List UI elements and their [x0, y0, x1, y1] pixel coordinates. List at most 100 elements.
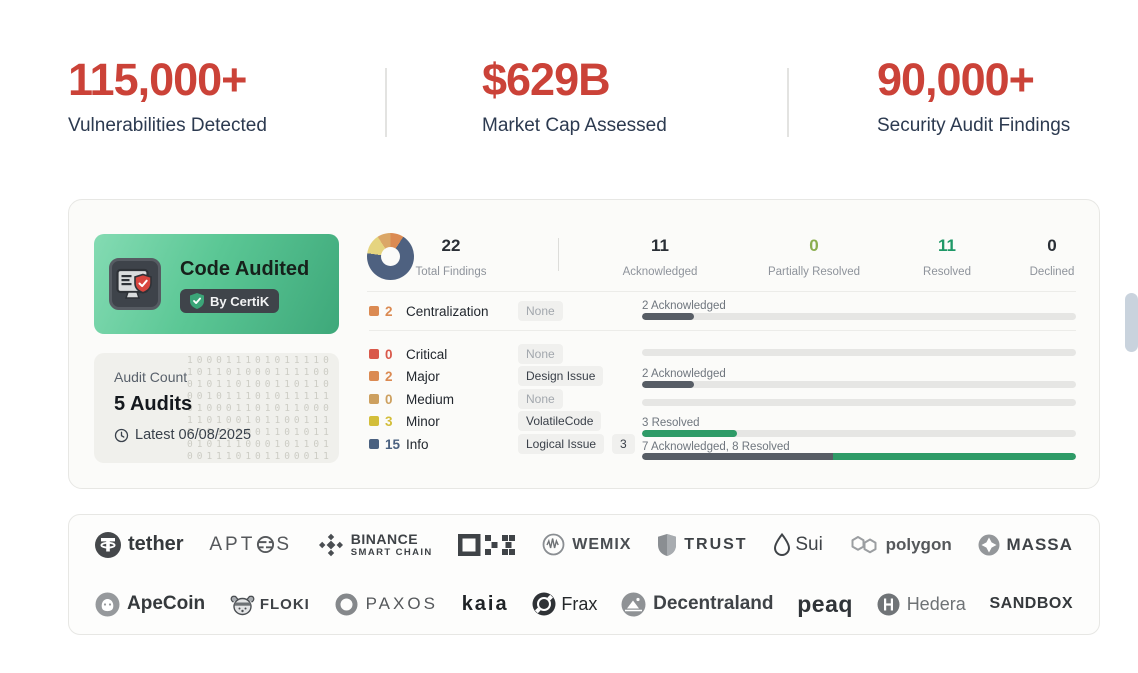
audit-count-label: Audit Count [114, 369, 188, 385]
summary-label: Declined [1029, 266, 1075, 278]
summary-value: 22 [441, 236, 461, 255]
partner-label: WEMIX [572, 535, 632, 553]
massa-logo-icon [978, 534, 999, 556]
finding-count: 3 [385, 413, 393, 429]
stat-audit-findings: 90,000+ Security Audit Findings [877, 55, 1070, 137]
partner-label: S [276, 533, 292, 555]
severity-color-swatch [369, 439, 379, 449]
summary-label: Total Findings [415, 266, 487, 278]
finding-row-info: 15 Info Logical Issue 3 [369, 434, 643, 454]
summary-declined: 0 Declined [1030, 236, 1075, 278]
partner-sui[interactable]: Sui [773, 532, 823, 557]
partner-apecoin[interactable]: ApeCoin [95, 592, 205, 617]
partner-aptos[interactable]: APT S [209, 534, 292, 556]
partner-binance-smart-chain[interactable]: BINANCE SMART CHAIN [318, 532, 433, 558]
finding-name: Critical [406, 346, 448, 362]
finding-name: Major [406, 368, 440, 384]
decentraland-logo-icon [621, 592, 646, 617]
partner-hedera[interactable]: Hedera [877, 593, 966, 616]
audit-count-value: 5 Audits [114, 393, 193, 415]
partner-decentraland[interactable]: Decentraland [621, 592, 774, 617]
bar-resolved-segment [832, 453, 1076, 460]
stats-divider [787, 68, 789, 137]
partner-sandbox[interactable]: SANDBOX [989, 595, 1073, 613]
partner-peaq[interactable]: peaq [797, 591, 853, 618]
summary-label: Resolved [923, 266, 971, 278]
summary-resolved: 11 Resolved [923, 236, 971, 278]
trust-shield-icon [658, 533, 677, 556]
aptos-globe-icon [257, 536, 275, 554]
finding-row-centralization: 2 Centralization None [369, 301, 571, 321]
partners-row-1: tether APT S [69, 515, 1099, 575]
scrollbar-thumb[interactable] [1125, 293, 1138, 352]
bar-medium [642, 399, 1076, 406]
finding-name: Info [406, 436, 429, 452]
partner-wemix[interactable]: WEMIX [542, 533, 631, 556]
finding-tag: Logical Issue [518, 434, 605, 454]
bar-label-minor: 3 Resolved [642, 417, 700, 429]
okx-logo-icon [458, 533, 516, 556]
finding-name: Medium [406, 391, 455, 407]
bar-acknowledged-segment [642, 313, 695, 320]
finding-row-major: 2 Major Design Issue [369, 366, 611, 386]
binary-pattern-decor: 1000111010111101011010001111000101101001… [187, 355, 333, 461]
finding-count: 15 [385, 436, 401, 452]
partner-trust[interactable]: TRUST [657, 533, 747, 557]
polygon-logo-icon [851, 536, 877, 554]
bar-label-info: 7 Acknowledged, 8 Resolved [642, 441, 790, 453]
clock-icon [114, 428, 129, 442]
paxos-ring-icon [335, 593, 358, 616]
bar-major [642, 381, 1076, 388]
bar-centralization [642, 313, 1076, 320]
finding-tag: Design Issue [518, 366, 604, 386]
finding-count: 2 [385, 368, 393, 384]
finding-tag: None [518, 344, 563, 364]
summary-divider [558, 238, 559, 271]
stat-value: 115,000+ [68, 54, 247, 105]
partner-massa[interactable]: MASSA [978, 534, 1073, 556]
audit-count-card: 1000111010111101011010001111000101101001… [94, 353, 339, 463]
latest-audit-date-label: Latest 06/08/2025 [135, 427, 252, 443]
finding-name: Minor [406, 413, 440, 429]
partner-polygon[interactable]: polygon [849, 534, 952, 555]
severity-color-swatch [369, 371, 379, 381]
bar-acknowledged-segment [642, 381, 695, 388]
sui-droplet-icon [774, 532, 791, 556]
bar-info [642, 453, 1076, 460]
section-divider [367, 291, 1076, 292]
code-audited-badge: Code Audited By CertiK [94, 234, 339, 334]
partner-label: BINANCE SMART CHAIN [350, 531, 433, 558]
bar-label-centralization: 2 Acknowledged [642, 300, 726, 312]
row-divider [369, 330, 1076, 331]
finding-tag-count: 3 [612, 434, 635, 454]
finding-tag: VolatileCode [518, 411, 602, 431]
partner-floki[interactable]: FLOKI [229, 593, 310, 616]
stat-value: $629B [482, 54, 611, 105]
partner-label: Hedera [906, 593, 966, 614]
partner-kaia[interactable]: kaia [462, 593, 509, 616]
summary-value: 0 [809, 236, 819, 255]
partner-label: APT [209, 533, 256, 555]
apecoin-logo-icon [95, 592, 120, 617]
summary-partially-resolved: 0 Partially Resolved [768, 236, 860, 278]
finding-count: 0 [385, 346, 393, 362]
partner-label: SANDBOX [989, 595, 1073, 613]
summary-value: 11 [938, 236, 956, 255]
finding-row-minor: 3 Minor VolatileCode [369, 411, 609, 431]
tether-logo-icon [95, 531, 121, 558]
summary-value: 11 [651, 236, 669, 255]
stat-label: Vulnerabilities Detected [68, 114, 267, 136]
findings-donut-chart [367, 233, 414, 280]
donut-hole [381, 247, 400, 266]
partner-okx[interactable] [458, 533, 516, 556]
partner-label: Decentraland [653, 593, 774, 615]
summary-label: Acknowledged [622, 266, 698, 278]
partner-frax[interactable]: Frax [532, 592, 597, 616]
audited-monitor-shield-icon [109, 258, 161, 310]
partner-paxos[interactable]: PAXOS [334, 592, 438, 617]
binance-diamond-icon [318, 533, 343, 556]
finding-count: 0 [385, 391, 393, 407]
partner-tether[interactable]: tether [95, 531, 184, 558]
stat-vulnerabilities: 115,000+ Vulnerabilities Detected [68, 55, 267, 137]
